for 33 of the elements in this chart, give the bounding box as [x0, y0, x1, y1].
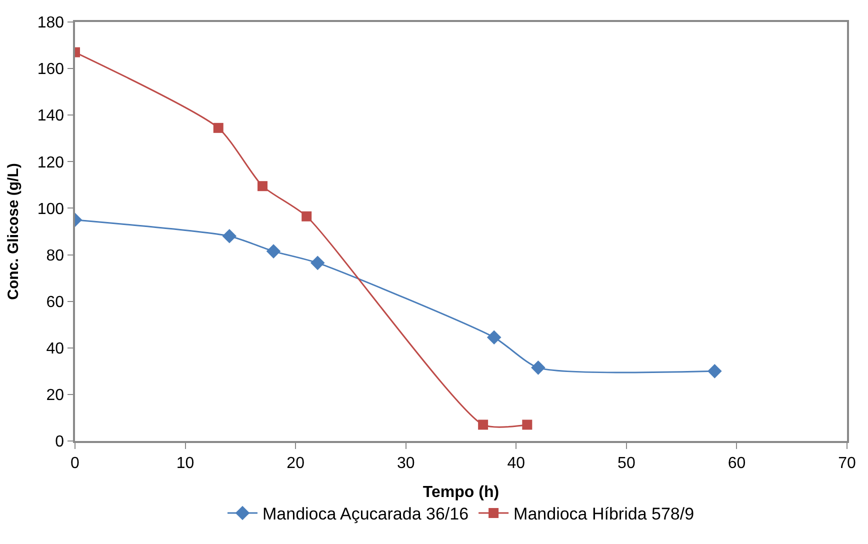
point — [708, 364, 722, 378]
point — [310, 256, 325, 270]
point — [522, 420, 532, 430]
point — [257, 181, 268, 192]
legend-label: Mandioca Híbrida 578/9 — [514, 504, 694, 524]
point — [266, 244, 281, 258]
point — [531, 360, 546, 375]
y-tick-label: 160 — [37, 61, 64, 78]
x-tick-label: 60 — [728, 454, 746, 472]
x-tick-label: 50 — [618, 454, 636, 472]
x-tick-label: 40 — [507, 454, 526, 472]
point — [213, 122, 224, 133]
x-axis-title: Tempo (h) — [422, 484, 500, 502]
x-tick-label: 70 — [838, 454, 856, 472]
y-tick-label: 140 — [37, 108, 64, 125]
y-tick-label: 100 — [37, 200, 64, 218]
y-tick-label: 0 — [55, 434, 64, 451]
x-tick-label: 30 — [396, 454, 415, 472]
y-axis-title: Conc. Glicose (g/L) — [5, 163, 22, 300]
y-tick-label: 20 — [46, 387, 64, 404]
y-tick-label: 180 — [37, 14, 64, 32]
legend-label: Mandioca Açucarada 36/16 — [262, 504, 469, 524]
point — [478, 420, 488, 430]
point — [222, 229, 237, 244]
x-tick-label: 10 — [176, 454, 194, 472]
y-tick-label: 60 — [46, 294, 64, 311]
point — [486, 330, 502, 345]
y-tick-label: 80 — [46, 247, 64, 264]
y-tick-label: 40 — [46, 340, 64, 358]
x-tick-label: 0 — [70, 454, 80, 472]
x-tick-label: 20 — [286, 454, 305, 472]
y-tick-label: 120 — [37, 154, 64, 172]
point — [302, 211, 312, 222]
